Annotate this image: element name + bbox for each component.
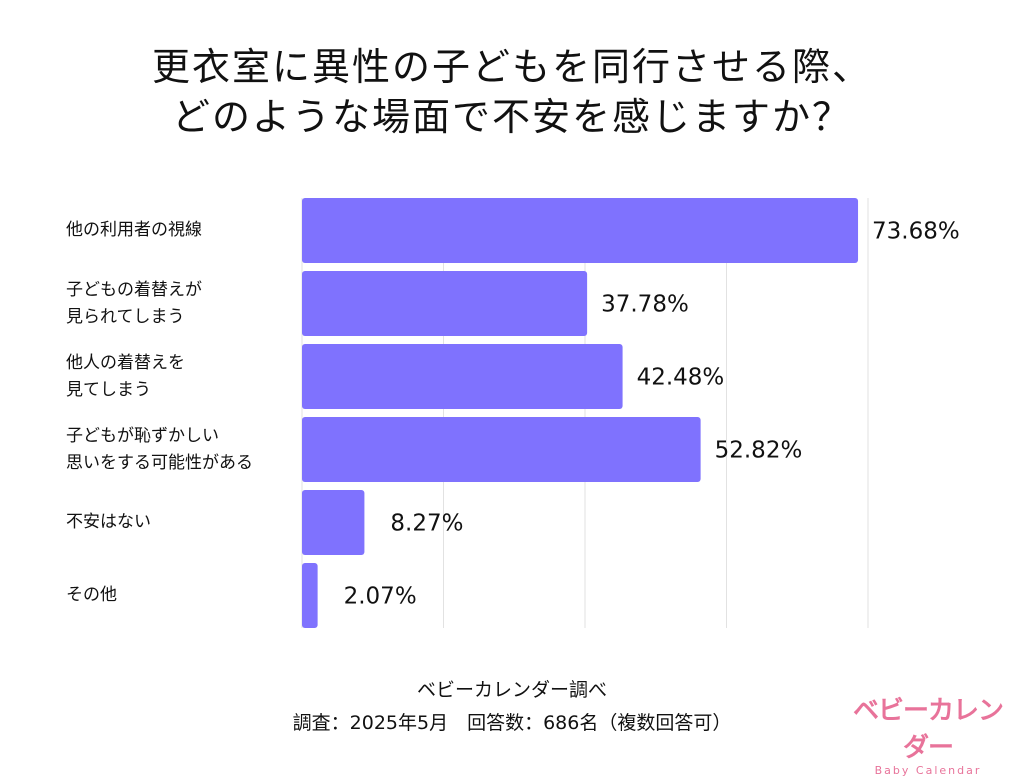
category-label: 他人の着替えを 見てしまう — [66, 344, 302, 409]
category-label-text: 子どもが恥ずかしい 思いをする可能性がある — [66, 425, 253, 473]
category-label: その他 — [66, 563, 302, 628]
bar — [302, 563, 318, 628]
category-label: 子どもが恥ずかしい 思いをする可能性がある — [66, 417, 302, 482]
bar — [302, 198, 859, 263]
baby-calendar-logo: ベビーカレンダー Baby Calendar — [848, 690, 1008, 777]
category-label: 他の利用者の視線 — [66, 198, 302, 263]
bar — [302, 271, 588, 336]
category-label-text: 不安はない — [66, 512, 151, 532]
source-note: ベビーカレンダー調べ — [416, 679, 607, 701]
data-label: 8.27% — [390, 511, 463, 537]
bar — [302, 490, 365, 555]
category-label-text: 他の利用者の視線 — [66, 220, 202, 240]
bar — [302, 344, 623, 409]
survey-info: 調査：2025年5月 回答数：686名（複数回答可） — [292, 712, 732, 734]
logo-text-en: Baby Calendar — [874, 764, 982, 777]
title-line-1: 更衣室に異性の子どもを同行させる際、 — [151, 45, 872, 89]
bar — [302, 417, 701, 482]
chart-title: 更衣室に異性の子どもを同行させる際、 どのような場面で不安を感じますか？ — [0, 42, 1024, 142]
category-label: 不安はない — [66, 490, 302, 555]
category-label-text: その他 — [66, 585, 117, 605]
data-label: 42.48% — [637, 365, 725, 391]
data-label: 2.07% — [344, 584, 417, 610]
logo-text-jp: ベビーカレンダー — [852, 696, 1004, 763]
data-label: 73.68% — [872, 219, 960, 245]
data-label: 52.82% — [715, 438, 803, 464]
category-label-text: 子どもの着替えが 見られてしまう — [66, 279, 202, 327]
title-line-2: どのような場面で不安を感じますか？ — [171, 95, 852, 139]
category-label-text: 他人の着替えを 見てしまう — [66, 352, 185, 400]
data-label: 37.78% — [601, 292, 689, 318]
category-label: 子どもの着替えが 見られてしまう — [66, 271, 302, 336]
